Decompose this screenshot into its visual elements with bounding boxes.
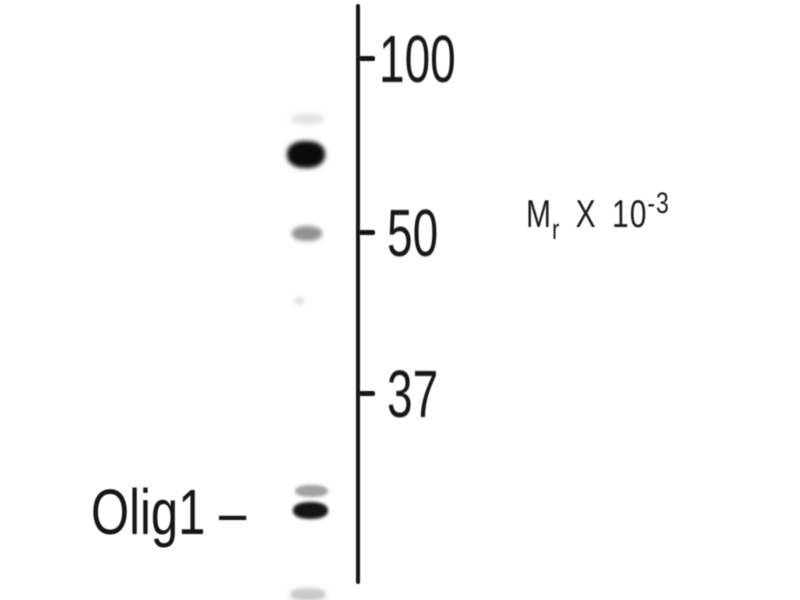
molecular-weight-unit-label: Mr X 10-3 [526,185,670,246]
tick-label-37: 37 [387,356,439,432]
unit-label-main: M [526,193,552,237]
tick-label-50: 50 [387,195,439,271]
olig1-label-dash: – [205,478,247,549]
unit-label-subscript: r [552,212,561,246]
faint-speck-mid-lane [295,297,304,305]
faint-smear-above-strong-band [291,114,324,124]
moderate-band-~50kda [292,226,322,241]
olig1-label-text: Olig1 [91,478,206,549]
molecular-weight-axis-line [356,4,360,584]
tick-mark-50 [359,229,375,235]
olig1-doublet-upper-band [295,485,328,497]
strong-band-~64kda [287,141,325,168]
olig1-doublet-lower-band [293,502,328,519]
unit-label-mid: X 10 [560,193,648,237]
tick-mark-100 [359,55,375,61]
olig1-band-label: Olig1 – [91,482,246,546]
tick-label-100: 100 [379,21,456,97]
faint-band-bottom-edge [290,588,326,600]
tick-mark-37 [359,390,375,396]
unit-label-superscript: -3 [647,185,670,220]
